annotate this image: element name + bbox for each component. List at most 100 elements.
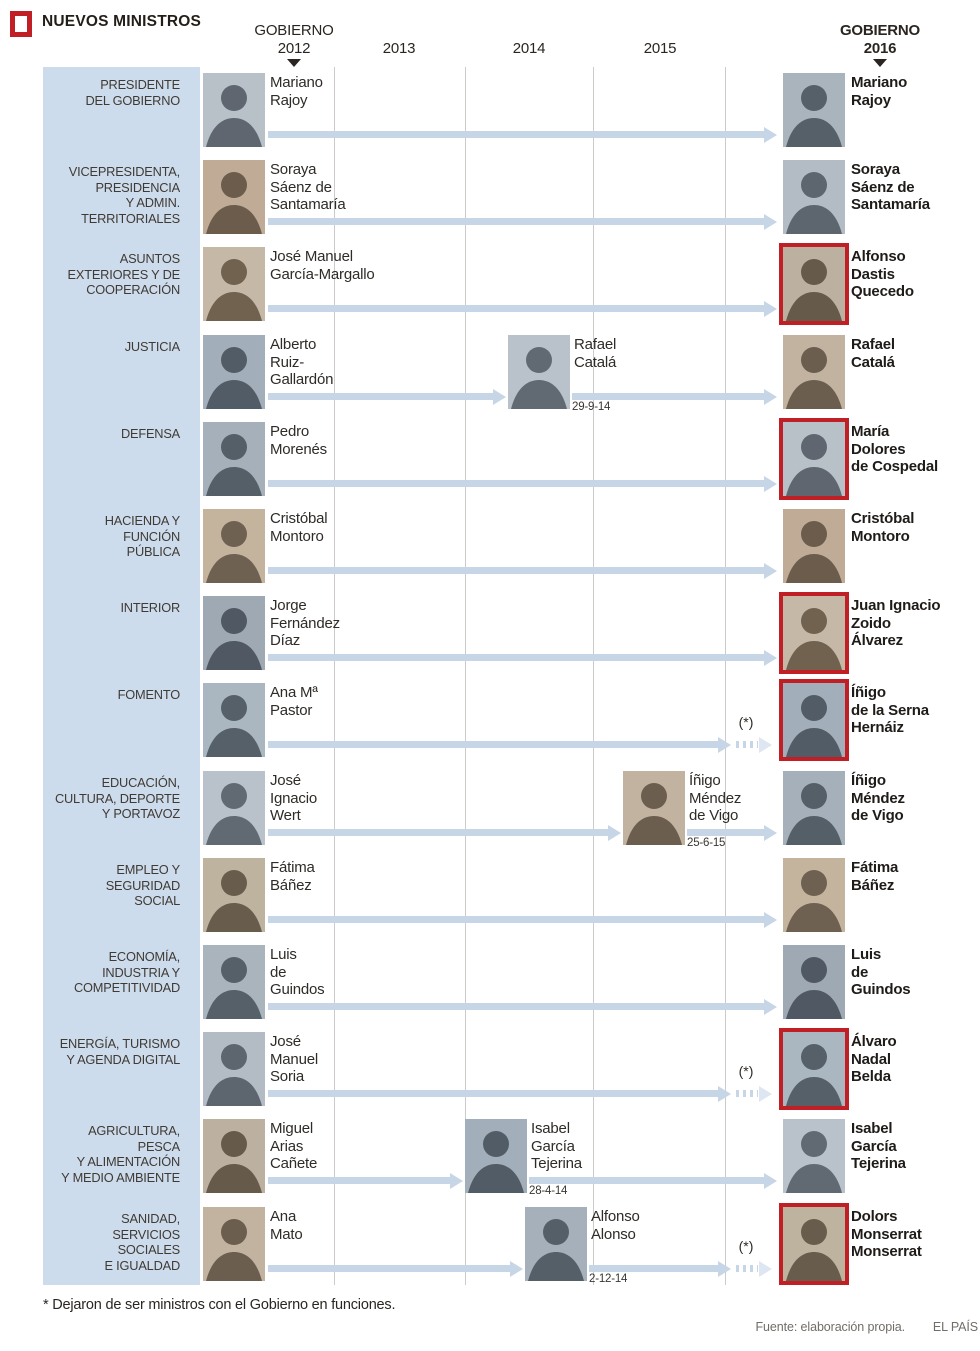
person-avatar-icon: [783, 422, 845, 496]
minister-name-2016: Alfonso Dastis Quecedo: [851, 248, 914, 300]
minister-photo-2012: [203, 945, 265, 1019]
person-avatar-icon: [783, 1207, 845, 1281]
minister-name-2012: Jorge Fernández Díaz: [270, 597, 340, 649]
minister-photo-2016: [783, 335, 845, 409]
minister-name-2016: Soraya Sáenz de Santamaría: [851, 161, 930, 213]
timeline-arrow: [268, 829, 608, 836]
minister-name-2012: Cristóbal Montoro: [270, 510, 328, 545]
minister-photo-2012: [203, 771, 265, 845]
person-avatar-icon: [203, 1032, 265, 1106]
year-label: 2013: [382, 40, 416, 57]
person-avatar-icon: [783, 73, 845, 147]
minister-photo-2012: [203, 73, 265, 147]
person-avatar-icon: [203, 683, 265, 757]
person-avatar-icon: [623, 771, 685, 845]
person-avatar-icon: [203, 160, 265, 234]
minister-photo-2016: [783, 858, 845, 932]
person-avatar-icon: [783, 771, 845, 845]
ministry-label: EDUCACIÓN, CULTURA, DEPORTE Y PORTAVOZ: [54, 775, 180, 822]
minister-row: EMPLEO Y SEGURIDAD SOCIAL Fátima Báñez Fát…: [0, 858, 980, 946]
dashed-arrow: [736, 1265, 758, 1272]
timeline-arrow: [268, 393, 493, 400]
caretaker-asterisk: (*): [738, 1063, 754, 1079]
brand-label: EL PAÍS: [932, 1320, 978, 1334]
timeline-arrow: [268, 218, 764, 225]
interim-minister-photo: [508, 335, 570, 409]
person-avatar-icon: [203, 1119, 265, 1193]
timeline-arrow: [268, 654, 764, 661]
minister-photo-2012: [203, 509, 265, 583]
grid-line: [725, 67, 726, 1285]
minister-photo-2012: [203, 160, 265, 234]
grid-line: [465, 67, 466, 1285]
minister-name-2012: José Manuel Soria: [270, 1033, 318, 1085]
minister-row: VICEPRESIDENTA, PRESIDENCIA Y ADMIN. TER…: [0, 160, 980, 248]
interim-minister-name: Isabel García Tejerina: [531, 1120, 582, 1172]
ministry-label: EMPLEO Y SEGURIDAD SOCIAL: [105, 862, 180, 909]
timeline-arrow: [268, 1265, 510, 1272]
minister-name-2012: José Manuel García-Margallo: [270, 248, 375, 283]
ministry-label: SANIDAD, SERVICIOS SOCIALES E IGUALDAD: [104, 1211, 180, 1273]
minister-row: DEFENSA Pedro Morenés María Dolores de Cos…: [0, 418, 980, 510]
minister-name-2012: Pedro Morenés: [270, 423, 327, 458]
person-avatar-icon: [203, 1207, 265, 1281]
interim-minister-photo: [623, 771, 685, 845]
timeline-arrow: [268, 741, 718, 748]
footnote: * Dejaron de ser ministros con el Gobier…: [43, 1297, 396, 1313]
minister-name-2016: Íñigo Méndez de Vigo: [851, 772, 905, 824]
minister-name-2012: Miguel Arias Cañete: [270, 1120, 318, 1172]
minister-row: INTERIOR Jorge Fernández Díaz Juan Ignacio…: [0, 592, 980, 684]
minister-row: HACIENDA Y FUNCIÓN PÚBLICA Cristóbal Mont…: [0, 509, 980, 597]
minister-photo-2016: [783, 509, 845, 583]
minister-name-2012: José Ignacio Wert: [270, 772, 317, 824]
year-label: 2014: [512, 40, 546, 57]
interim-date: 25-6-15: [687, 837, 726, 849]
timeline-arrow: [268, 131, 764, 138]
person-avatar-icon: [783, 1032, 845, 1106]
minister-photo-2012: [203, 596, 265, 670]
minister-photo-2016: [783, 160, 845, 234]
grid-line: [334, 67, 335, 1285]
minister-name-2016: Luis de Guindos: [851, 946, 911, 998]
minister-photo-2016: [779, 418, 849, 500]
interim-minister-photo: [525, 1207, 587, 1281]
column-header-gobierno-2012: GOBIERNO 2012: [254, 22, 334, 57]
person-avatar-icon: [203, 247, 265, 321]
minister-name-2012: Ana Mª Pastor: [270, 684, 318, 719]
timeline-arrow: [572, 393, 764, 400]
minister-name-2016: Álvaro Nadal Belda: [851, 1033, 897, 1085]
minister-row: AGRICULTURA, PESCA Y ALIMENTACIÓN Y MEDI…: [0, 1119, 980, 1207]
timeline-arrow: [268, 480, 764, 487]
page-title: NUEVOS MINISTROS: [42, 13, 202, 30]
minister-row: FOMENTO Ana Mª Pastor (*) Íñigo de la Serna…: [0, 679, 980, 771]
minister-name-2016: Cristóbal Montoro: [851, 510, 915, 545]
minister-photo-2016: [779, 679, 849, 761]
person-avatar-icon: [783, 858, 845, 932]
minister-name-2012: Fátima Báñez: [270, 859, 315, 894]
person-avatar-icon: [203, 73, 265, 147]
ministry-label: VICEPRESIDENTA, PRESIDENCIA Y ADMIN. TER…: [68, 164, 180, 226]
person-avatar-icon: [203, 422, 265, 496]
ministry-label: AGRICULTURA, PESCA Y ALIMENTACIÓN Y MEDI…: [61, 1123, 180, 1185]
dashed-arrow-head-icon: [759, 1260, 772, 1277]
interim-minister-name: Íñigo Méndez de Vigo: [689, 772, 742, 824]
ministry-label: HACIENDA Y FUNCIÓN PÚBLICA: [104, 513, 180, 560]
dashed-arrow-head-icon: [759, 1085, 772, 1102]
person-avatar-icon: [203, 771, 265, 845]
minister-photo-2016: [779, 1028, 849, 1110]
minister-photo-2016: [779, 243, 849, 325]
ministry-label: ASUNTOS EXTERIORES Y DE COOPERACIÓN: [67, 251, 181, 298]
minister-name-2016: Mariano Rajoy: [851, 74, 908, 109]
minister-name-2012: Luis de Guindos: [270, 946, 325, 998]
dashed-arrow: [736, 1090, 758, 1097]
minister-photo-2012: [203, 335, 265, 409]
minister-name-2012: Ana Mato: [270, 1208, 303, 1243]
person-avatar-icon: [465, 1119, 527, 1193]
timeline-arrow: [589, 1265, 718, 1272]
ministry-label: JUSTICIA: [124, 339, 180, 354]
interim-minister-name: Alfonso Alonso: [591, 1208, 640, 1243]
minister-name-2012: Soraya Sáenz de Santamaría: [270, 161, 346, 213]
minister-photo-2016: [783, 945, 845, 1019]
person-avatar-icon: [783, 596, 845, 670]
